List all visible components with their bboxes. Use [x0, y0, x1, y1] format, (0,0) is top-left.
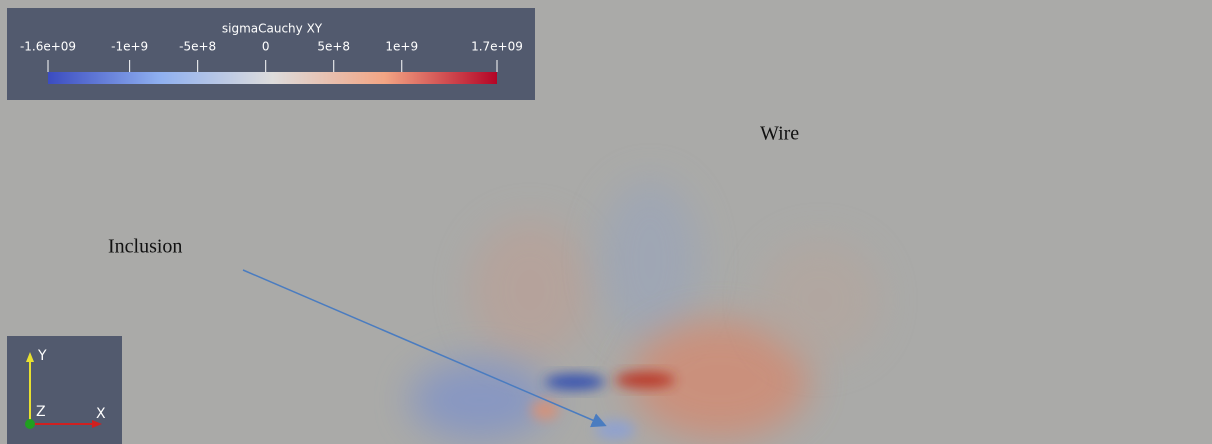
legend-title: sigmaCauchy XY [222, 22, 323, 36]
tick-label: -5e+8 [179, 40, 216, 54]
axes-panel [7, 336, 122, 444]
x-label: X [96, 406, 106, 422]
y-label: Y [37, 348, 47, 364]
tick-label: -1e+9 [111, 40, 148, 54]
tick-label: 1e+9 [385, 40, 418, 54]
orientation-axes: Y Z X [7, 336, 122, 444]
stress-field [410, 180, 880, 440]
tick-label: 0 [262, 40, 270, 54]
wire-label: Wire [760, 123, 799, 145]
tick-label: -1.6e+09 [20, 40, 76, 54]
inclusion-label: Inclusion [108, 236, 182, 258]
legend-panel [7, 8, 535, 100]
tick-label: 1.7e+09 [471, 40, 523, 54]
x-arrow [92, 420, 102, 428]
arrow [242, 269, 607, 428]
z-axis [25, 419, 35, 429]
color-legend: sigmaCauchy XY -1.6e+09 -1e+9 -5e+8 0 5e+8 1e… [7, 8, 535, 100]
tick-label: 5e+8 [317, 40, 350, 54]
y-arrow [26, 352, 34, 362]
z-label: Z [36, 404, 46, 420]
color-bar [48, 72, 497, 84]
